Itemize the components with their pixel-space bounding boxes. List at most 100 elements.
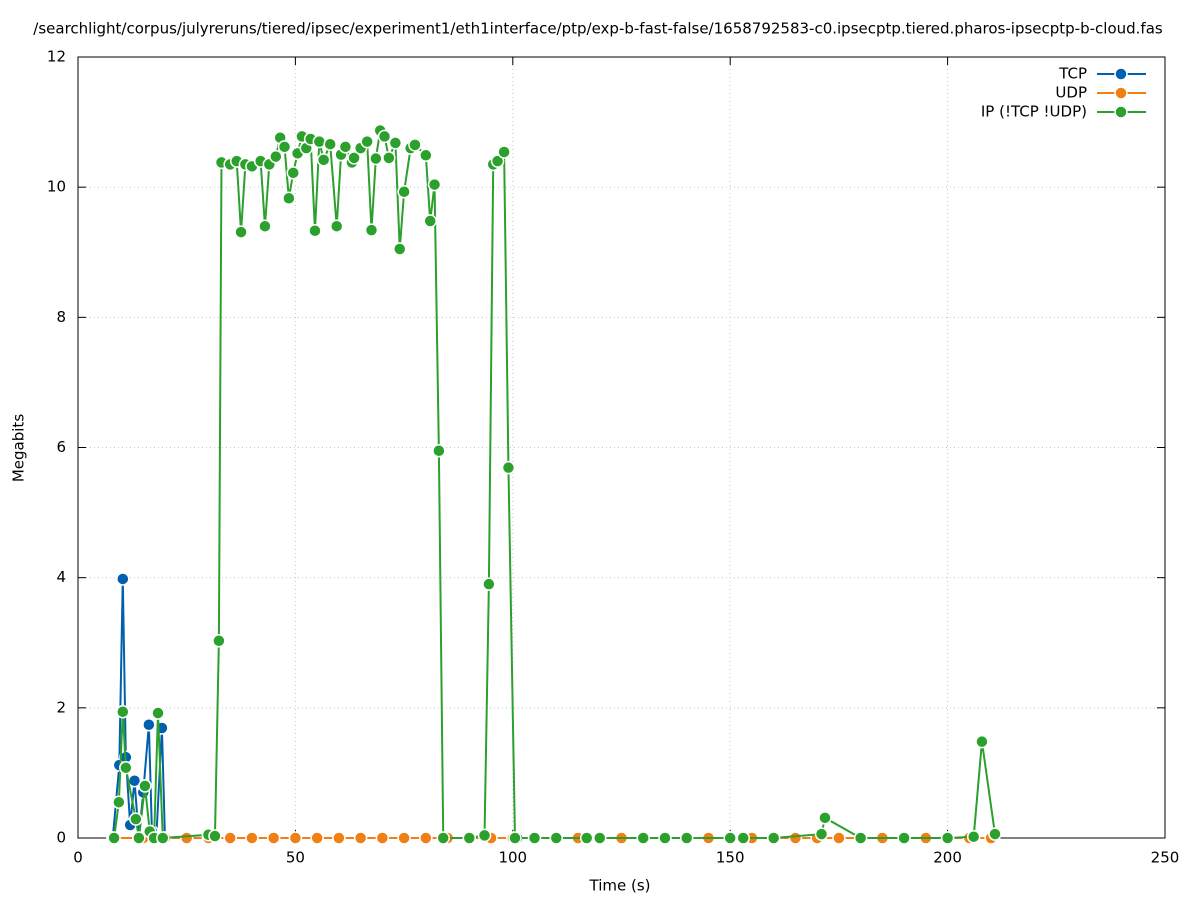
- data-point: [329, 219, 344, 233]
- data-point: [151, 706, 165, 720]
- legend-marker: [1114, 105, 1128, 119]
- data-point: [408, 138, 422, 152]
- data-point: [593, 831, 607, 845]
- data-point: [375, 831, 390, 845]
- y-tick-label: 4: [56, 568, 66, 586]
- data-point: [549, 831, 564, 845]
- x-tick-label: 200: [933, 849, 962, 867]
- data-point: [347, 151, 361, 165]
- data-point: [107, 831, 121, 845]
- data-point: [142, 718, 156, 732]
- data-point: [112, 795, 126, 809]
- data-point: [179, 831, 194, 845]
- data-point: [364, 223, 379, 237]
- data-point: [312, 134, 327, 149]
- data-point: [940, 831, 955, 845]
- data-point: [436, 831, 450, 845]
- data-point: [579, 831, 594, 845]
- x-tick-label: 50: [286, 849, 305, 867]
- data-point: [397, 184, 411, 199]
- legend-marker: [1114, 67, 1128, 81]
- data-point: [636, 831, 650, 845]
- data-point: [490, 154, 505, 168]
- data-point: [832, 831, 846, 845]
- data-point: [397, 831, 411, 845]
- data-point: [132, 831, 146, 845]
- data-point: [282, 191, 296, 205]
- data-point: [527, 831, 542, 845]
- data-point: [208, 829, 222, 843]
- data-point: [338, 140, 353, 154]
- data-point: [388, 136, 403, 150]
- data-point: [129, 812, 143, 826]
- x-tick-label: 150: [716, 849, 745, 867]
- data-point: [818, 811, 832, 825]
- data-point: [419, 148, 433, 163]
- data-point: [138, 779, 152, 793]
- data-point: [723, 831, 737, 845]
- series-line: [111, 578, 974, 842]
- data-point: [266, 831, 281, 845]
- data-point: [788, 831, 803, 845]
- y-tick-label: 2: [56, 698, 66, 716]
- legend-label: UDP: [1055, 84, 1087, 102]
- data-point: [423, 214, 437, 228]
- legend-label: TCP: [1058, 65, 1087, 83]
- series-line: [113, 128, 996, 842]
- data-point: [853, 831, 868, 845]
- plot-frame: [77, 56, 1166, 839]
- data-point: [245, 831, 259, 845]
- data-point: [393, 242, 407, 256]
- data-point: [497, 145, 511, 159]
- data-point: [462, 831, 477, 845]
- data-point: [288, 831, 303, 845]
- y-tick-label: 12: [47, 48, 66, 66]
- legend-marker: [1114, 86, 1128, 100]
- data-point: [377, 129, 392, 144]
- data-point: [427, 177, 442, 192]
- data-point: [310, 831, 324, 845]
- y-tick-label: 8: [56, 308, 66, 326]
- data-point: [156, 831, 170, 845]
- x-tick-label: 100: [498, 849, 527, 867]
- data-point: [988, 827, 1002, 841]
- data-point: [501, 460, 516, 475]
- data-point: [360, 134, 374, 149]
- y-tick-label: 6: [56, 438, 66, 456]
- data-point: [269, 149, 283, 164]
- data-point: [258, 219, 272, 233]
- data-point: [116, 704, 130, 719]
- data-point: [432, 444, 446, 458]
- data-point: [814, 827, 829, 841]
- data-point: [332, 831, 346, 845]
- data-point: [286, 166, 300, 180]
- data-point: [369, 151, 383, 166]
- data-point: [679, 831, 694, 845]
- x-axis-label: Time (s): [589, 877, 651, 895]
- x-tick-label: 0: [73, 849, 83, 867]
- y-tick-label: 0: [56, 829, 66, 847]
- data-point: [482, 577, 496, 591]
- data-point: [382, 151, 396, 165]
- data-point: [419, 831, 433, 845]
- data-point: [966, 829, 981, 844]
- data-point: [212, 634, 226, 648]
- x-tick-label: 250: [1151, 849, 1180, 867]
- data-point: [277, 140, 292, 154]
- data-point: [223, 831, 237, 845]
- data-point: [658, 831, 672, 845]
- chart-title: /searchlight/corpus/julyreruns/tiered/ip…: [33, 20, 1163, 38]
- legend-label: IP (!TCP !UDP): [981, 103, 1087, 121]
- data-point: [508, 831, 522, 845]
- data-point: [323, 137, 337, 151]
- data-point: [975, 734, 989, 749]
- data-point: [308, 224, 322, 238]
- data-point: [766, 831, 781, 845]
- data-point: [736, 831, 750, 845]
- data-point: [116, 572, 130, 586]
- data-point: [897, 831, 911, 845]
- data-point: [234, 225, 248, 239]
- data-point: [477, 828, 492, 843]
- data-point: [353, 831, 368, 845]
